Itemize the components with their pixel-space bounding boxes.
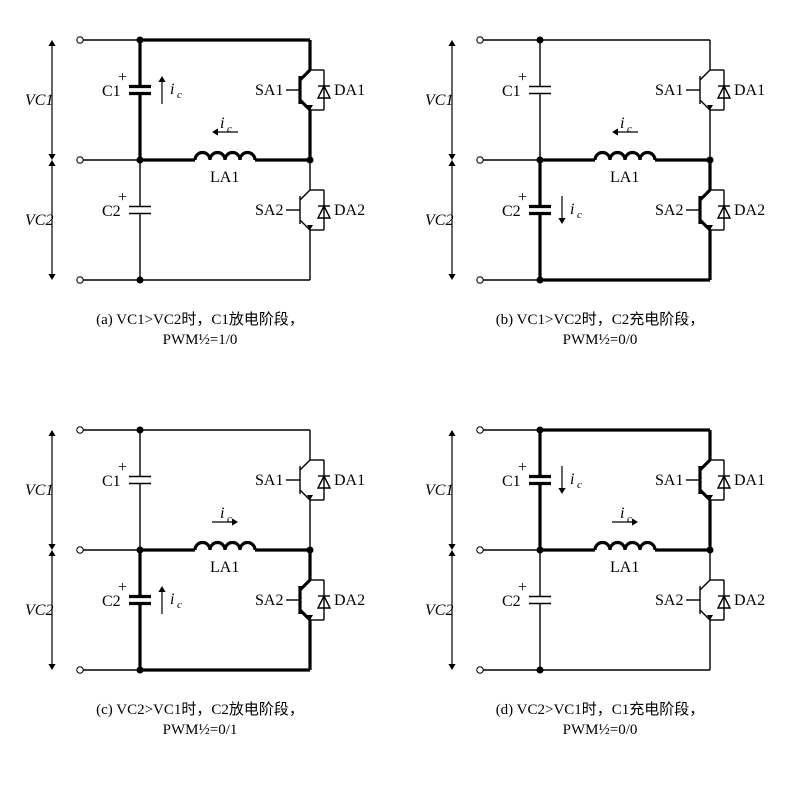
capacitor <box>529 477 551 484</box>
caption-line2: PWM½=0/0 <box>563 332 638 348</box>
capacitor <box>529 597 551 604</box>
panel-a: VC1VC2++C1C2SA1DA1SA2DA2LA1icic(a) VC1>V… <box>20 10 380 351</box>
svg-text:SA2: SA2 <box>255 592 283 609</box>
svg-text:DA2: DA2 <box>334 202 365 219</box>
svg-text:c: c <box>577 479 582 491</box>
caption-line1: (c) VC2>VC1时，C2放电阶段， <box>96 702 304 718</box>
igbt-icon <box>286 580 330 620</box>
svg-text:VC2: VC2 <box>25 602 53 619</box>
svg-text:i: i <box>570 201 574 218</box>
svg-text:SA1: SA1 <box>655 472 683 489</box>
capacitor <box>129 87 151 94</box>
circuit-diagram: VC1VC2++C1C2SA1DA1SA2DA2LA1icic <box>20 10 380 310</box>
svg-text:SA1: SA1 <box>655 82 683 99</box>
circuit-diagram: VC1VC2++C1C2SA1DA1SA2DA2LA1icic <box>20 400 380 700</box>
svg-text:DA2: DA2 <box>734 592 765 609</box>
svg-text:c: c <box>227 123 232 135</box>
caption-line1: (b) VC1>VC2时，C2充电阶段， <box>496 312 705 328</box>
svg-text:VC1: VC1 <box>25 482 53 499</box>
igbt-icon <box>686 190 730 230</box>
svg-text:LA1: LA1 <box>210 559 239 576</box>
igbt-icon <box>286 70 330 110</box>
svg-text:SA2: SA2 <box>255 202 283 219</box>
caption-line2: PWM½=0/0 <box>563 722 638 738</box>
svg-text:c: c <box>227 513 232 525</box>
svg-text:DA2: DA2 <box>334 592 365 609</box>
svg-text:i: i <box>170 591 174 608</box>
svg-text:LA1: LA1 <box>610 559 639 576</box>
svg-text:c: c <box>627 123 632 135</box>
svg-text:c: c <box>177 89 182 101</box>
svg-text:DA1: DA1 <box>334 82 365 99</box>
svg-text:C2: C2 <box>102 593 121 610</box>
svg-text:c: c <box>627 513 632 525</box>
svg-text:i: i <box>220 115 224 132</box>
svg-text:i: i <box>620 505 624 522</box>
svg-text:SA2: SA2 <box>655 202 683 219</box>
svg-text:c: c <box>577 209 582 221</box>
igbt-icon <box>686 580 730 620</box>
svg-text:SA2: SA2 <box>655 592 683 609</box>
svg-text:LA1: LA1 <box>210 169 239 186</box>
caption-line2: PWM½=0/1 <box>163 722 238 738</box>
svg-text:i: i <box>170 81 174 98</box>
panel-caption: (a) VC1>VC2时，C1放电阶段， PWM½=1/0 <box>20 310 380 351</box>
svg-text:i: i <box>620 115 624 132</box>
capacitor <box>129 477 151 484</box>
svg-text:SA1: SA1 <box>255 82 283 99</box>
capacitor <box>129 597 151 604</box>
svg-text:VC2: VC2 <box>425 212 453 229</box>
svg-text:C1: C1 <box>502 473 521 490</box>
panel-caption: (d) VC2>VC1时，C1充电阶段， PWM½=0/0 <box>420 700 780 741</box>
svg-text:VC1: VC1 <box>25 92 53 109</box>
svg-text:C1: C1 <box>102 473 121 490</box>
caption-line2: PWM½=1/0 <box>163 332 238 348</box>
capacitor <box>529 87 551 94</box>
igbt-icon <box>286 460 330 500</box>
caption-line1: (d) VC2>VC1时，C1充电阶段， <box>496 702 705 718</box>
circuit-diagram: VC1VC2++C1C2SA1DA1SA2DA2LA1icic <box>420 10 780 310</box>
svg-text:C2: C2 <box>502 203 521 220</box>
svg-text:C2: C2 <box>502 593 521 610</box>
circuit-diagram: VC1VC2++C1C2SA1DA1SA2DA2LA1icic <box>420 400 780 700</box>
panel-b: VC1VC2++C1C2SA1DA1SA2DA2LA1icic(b) VC1>V… <box>420 10 780 351</box>
panel-c: VC1VC2++C1C2SA1DA1SA2DA2LA1icic(c) VC2>V… <box>20 400 380 741</box>
svg-text:i: i <box>570 471 574 488</box>
panel-d: VC1VC2++C1C2SA1DA1SA2DA2LA1icic(d) VC2>V… <box>420 400 780 741</box>
panel-caption: (b) VC1>VC2时，C2充电阶段， PWM½=0/0 <box>420 310 780 351</box>
panel-caption: (c) VC2>VC1时，C2放电阶段， PWM½=0/1 <box>20 700 380 741</box>
svg-text:DA1: DA1 <box>334 472 365 489</box>
svg-text:VC1: VC1 <box>425 92 453 109</box>
svg-text:VC2: VC2 <box>425 602 453 619</box>
svg-text:c: c <box>177 599 182 611</box>
svg-text:LA1: LA1 <box>610 169 639 186</box>
inductor <box>195 128 255 160</box>
igbt-icon <box>286 190 330 230</box>
igbt-icon <box>686 460 730 500</box>
caption-line1: (a) VC1>VC2时，C1放电阶段， <box>96 312 304 328</box>
svg-text:DA1: DA1 <box>734 82 765 99</box>
svg-text:VC1: VC1 <box>425 482 453 499</box>
svg-text:DA2: DA2 <box>734 202 765 219</box>
inductor <box>195 518 255 550</box>
svg-text:VC2: VC2 <box>25 212 53 229</box>
svg-text:C2: C2 <box>102 203 121 220</box>
inductor <box>595 128 655 160</box>
capacitor <box>129 207 151 214</box>
svg-text:SA1: SA1 <box>255 472 283 489</box>
inductor <box>595 518 655 550</box>
igbt-icon <box>686 70 730 110</box>
svg-text:C1: C1 <box>502 83 521 100</box>
capacitor <box>529 207 551 214</box>
svg-text:DA1: DA1 <box>734 472 765 489</box>
svg-text:i: i <box>220 505 224 522</box>
svg-text:C1: C1 <box>102 83 121 100</box>
